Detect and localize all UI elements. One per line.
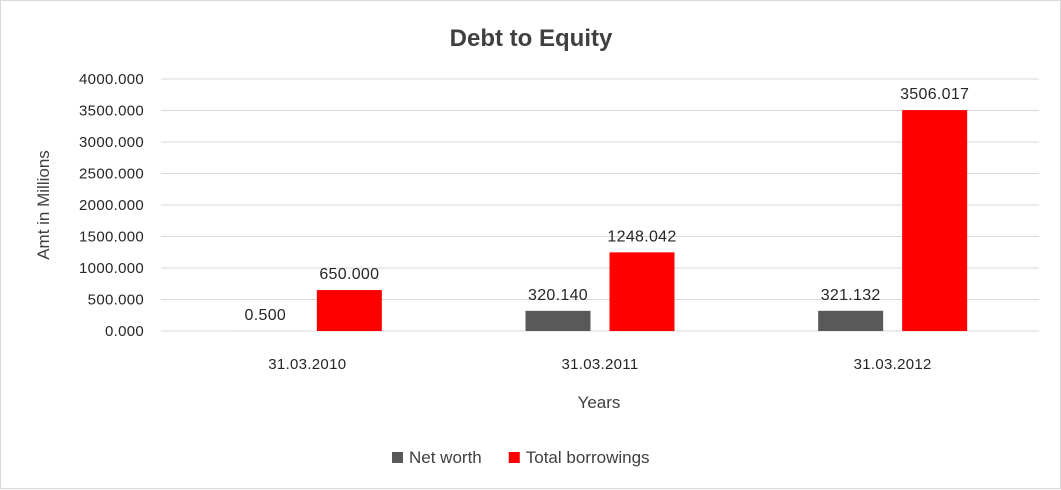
bar [818, 311, 883, 331]
data-label: 3506.017 [900, 86, 969, 103]
x-tick-label: 31.03.2012 [854, 356, 932, 373]
legend: Net worth Total borrowings [392, 448, 650, 467]
legend-swatch [509, 452, 520, 463]
data-label: 1248.042 [607, 228, 676, 245]
y-tick-labels: 0.000 500.000 1000.000 1500.000 2000.000 2500… [79, 71, 144, 340]
bar [526, 311, 591, 331]
y-tick-label: 1500.000 [79, 229, 144, 246]
y-tick-label: 2500.000 [79, 166, 144, 183]
bar [902, 110, 967, 331]
chart-title: Debt to Equity [450, 25, 613, 52]
legend-label: Total borrowings [526, 448, 650, 467]
x-axis-label: Years [578, 393, 621, 412]
y-tick-label: 2000.000 [79, 197, 144, 214]
y-tick-label: 500.000 [88, 292, 144, 309]
data-label: 650.000 [319, 266, 379, 283]
y-axis-label: Amt in Millions [34, 150, 53, 260]
x-tick-label: 31.03.2011 [562, 356, 639, 373]
legend-label: Net worth [409, 448, 482, 467]
y-tick-label: 4000.000 [79, 71, 144, 88]
data-label: 320.140 [528, 287, 588, 304]
x-tick-labels: 31.03.2010 31.03.2011 31.03.2012 [268, 356, 931, 373]
y-tick-label: 3500.000 [79, 103, 144, 120]
legend-swatch [392, 452, 403, 463]
x-tick-label: 31.03.2010 [268, 356, 346, 373]
data-label: 0.500 [245, 307, 287, 324]
bar [317, 290, 382, 331]
y-tick-label: 3000.000 [79, 134, 144, 151]
data-label: 321.132 [821, 287, 881, 304]
y-tick-label: 0.000 [105, 323, 144, 340]
bar [610, 252, 675, 331]
y-tick-label: 1000.000 [79, 260, 144, 277]
